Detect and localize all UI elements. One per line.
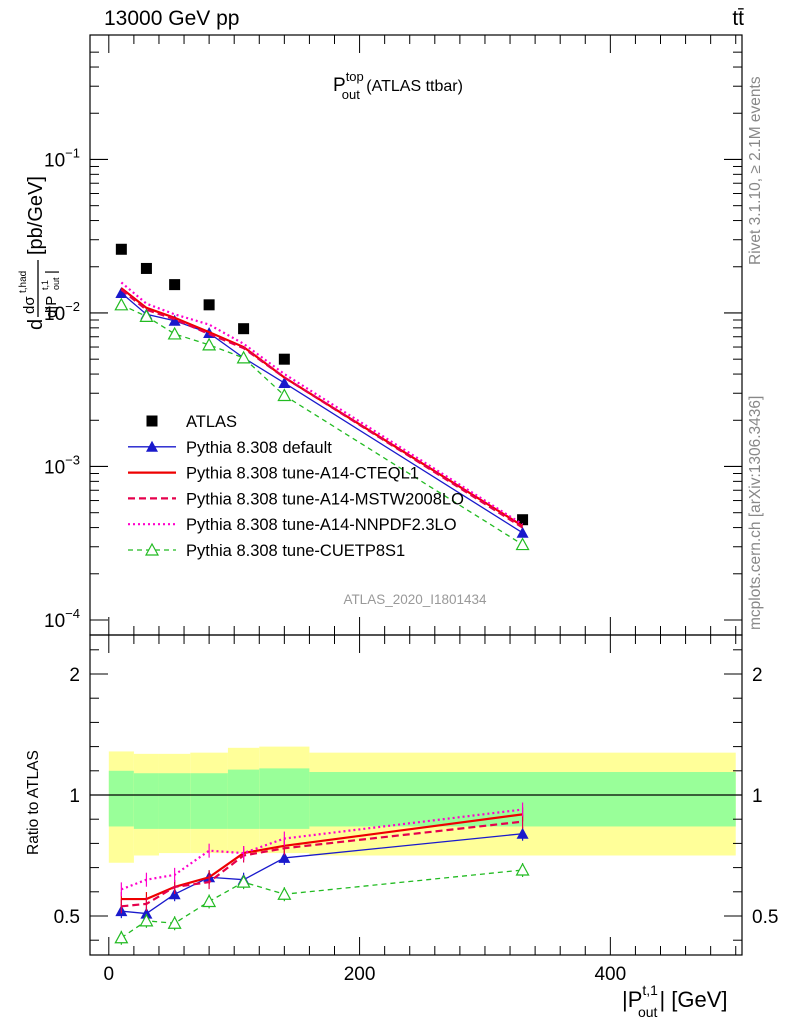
ratio-y-tick-label: 1 — [69, 786, 80, 807]
ratio-point-default — [278, 851, 291, 863]
main-point-atlas — [278, 353, 290, 365]
main-point-atlas — [115, 243, 127, 255]
ratio-series-line-cuetp8s1 — [120, 869, 523, 939]
main-point-atlas — [203, 299, 215, 311]
ratio-y-tick-label: 2 — [69, 665, 80, 686]
main-point-cuetp8s1 — [202, 337, 217, 351]
legend-marker-atlas — [146, 415, 158, 427]
band-green-bin — [190, 773, 228, 829]
ratio-point-default — [516, 827, 529, 839]
main-y-axis-label: d dσ t,had d|P t,1 out | [pb/GeV] — [18, 176, 61, 330]
legend-label-default: Pythia 8.308 default — [186, 439, 332, 457]
main-point-default — [278, 376, 291, 388]
main-series-line-cteq — [120, 287, 524, 527]
svg-text:[pb/GeV]: [pb/GeV] — [25, 176, 47, 255]
main-point-default — [168, 314, 181, 326]
ratio-point-default — [140, 907, 153, 919]
ratio-y-tick-label: 0.5 — [54, 907, 80, 928]
band-green-bin — [259, 768, 310, 829]
ratio-y-tick-label-right: 2 — [752, 665, 763, 686]
uncertainty-bands — [90, 746, 742, 863]
ratio-point-cuetp8s1 — [167, 916, 182, 929]
svg-text:out: out — [51, 277, 61, 290]
svg-text:d|P: d|P — [43, 296, 60, 318]
ratio-y-tick-label-right: 1 — [752, 786, 763, 807]
ratio-axis-ticks: 0 200 400 0.5 0.5 1 1 2 2 — [54, 635, 778, 985]
legend-label-cuetp8s1: Pythia 8.308 tune-CUETP8S1 — [186, 542, 405, 560]
ratio-point-cuetp8s1 — [236, 874, 251, 888]
main-series-line-mstw — [120, 288, 524, 529]
energy-label: 13000 GeV pp — [104, 7, 239, 30]
ratio-series-group — [114, 802, 530, 945]
legend-marker-default — [146, 440, 158, 452]
rivet-label: Rivet 3.1.10, ≥ 2.1M events — [747, 76, 764, 265]
main-point-cuetp8s1 — [515, 537, 530, 551]
legend-label-nnpdf: Pythia 8.308 tune-A14-NNPDF2.3LO — [186, 516, 457, 534]
y-tick-label: 10−1 — [44, 145, 80, 171]
band-green-bin — [158, 773, 191, 829]
svg-text:d: d — [25, 319, 47, 330]
main-point-atlas — [140, 262, 152, 274]
x-tick-label: 400 — [594, 964, 626, 985]
legend-label-cteq: Pythia 8.308 tune-A14-CTEQL1 — [186, 465, 419, 483]
ratio-point-cuetp8s1 — [139, 913, 154, 927]
main-series-group — [114, 243, 530, 551]
main-point-cuetp8s1 — [277, 388, 292, 402]
legend-marker-cuetp8s1 — [144, 542, 160, 556]
x-axis-label: |Pt,1 out| [GeV] — [622, 982, 728, 1020]
svg-text:|: | — [43, 270, 60, 274]
ratio-point-cuetp8s1 — [515, 862, 530, 876]
main-point-cuetp8s1 — [139, 309, 154, 322]
main-point-default — [516, 526, 529, 538]
svg-text:t,had: t,had — [18, 271, 29, 293]
main-point-cuetp8s1 — [114, 297, 129, 311]
analysis-id: ATLAS_2020_I1801434 — [343, 592, 487, 607]
main-title: Ptop out (ATLAS ttbar) — [333, 69, 463, 102]
mcplots-label: mcplots.cern.ch [arXiv:1306.3436] — [747, 396, 764, 630]
main-point-cuetp8s1 — [236, 350, 251, 364]
ratio-point-cuetp8s1 — [277, 886, 292, 900]
svg-text:t,1: t,1 — [40, 280, 50, 290]
legend-label-mstw: Pythia 8.308 tune-A14-MSTW2008LO — [186, 490, 464, 508]
y-tick-label: 10−4 — [44, 606, 80, 632]
ratio-y-axis-label: Ratio to ATLAS — [25, 750, 42, 855]
main-axis-ticks: 10−4 10−3 10−2 10−1 — [44, 35, 742, 635]
ratio-point-cuetp8s1 — [114, 930, 129, 944]
svg-text:dσ: dσ — [21, 296, 38, 314]
main-point-atlas — [517, 514, 529, 526]
legend-label-atlas: ATLAS — [186, 413, 237, 431]
ratio-point-cuetp8s1 — [202, 894, 217, 908]
band-green-bin — [227, 769, 260, 829]
main-point-atlas — [169, 279, 181, 291]
main-series-line-cuetp8s1 — [121, 304, 523, 546]
y-tick-label: 10−3 — [44, 452, 80, 478]
x-tick-label: 0 — [104, 964, 115, 985]
legend: ATLAS Pythia 8.308 default Pythia 8.308 tu… — [128, 413, 464, 560]
main-point-cuetp8s1 — [167, 326, 182, 340]
ratio-y-tick-label-right: 0.5 — [752, 907, 778, 928]
process-label: tt̄ — [732, 7, 744, 30]
x-tick-label: 200 — [344, 964, 376, 985]
y-tick-label: 10−2 — [44, 299, 80, 325]
main-point-atlas — [238, 323, 250, 335]
band-green-bin — [133, 773, 159, 829]
band-green-bin — [108, 770, 134, 827]
main-point-default — [115, 286, 128, 298]
